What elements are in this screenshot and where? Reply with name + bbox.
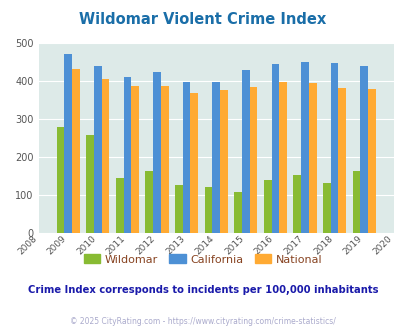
Bar — [360, 66, 367, 233]
Bar — [190, 93, 198, 233]
Bar — [212, 82, 220, 233]
Bar — [301, 62, 308, 233]
Bar — [367, 89, 375, 233]
Bar — [271, 64, 279, 233]
Bar — [234, 192, 241, 233]
Text: © 2025 CityRating.com - https://www.cityrating.com/crime-statistics/: © 2025 CityRating.com - https://www.city… — [70, 317, 335, 326]
Bar — [308, 83, 316, 233]
Text: Wildomar Violent Crime Index: Wildomar Violent Crime Index — [79, 12, 326, 26]
Bar — [153, 72, 160, 233]
Bar — [338, 88, 345, 233]
Text: Crime Index corresponds to incidents per 100,000 inhabitants: Crime Index corresponds to incidents per… — [28, 285, 377, 295]
Bar — [241, 70, 249, 233]
Bar — [293, 175, 301, 233]
Bar — [175, 185, 182, 233]
Bar — [330, 63, 338, 233]
Bar — [182, 82, 190, 233]
Bar — [72, 70, 79, 233]
Bar — [94, 66, 101, 233]
Bar — [86, 135, 94, 233]
Bar — [115, 178, 123, 233]
Bar — [249, 87, 257, 233]
Bar — [220, 90, 227, 233]
Bar — [279, 82, 286, 233]
Bar — [64, 54, 72, 233]
Bar — [204, 187, 212, 233]
Bar — [263, 180, 271, 233]
Bar — [160, 86, 168, 233]
Legend: Wildomar, California, National: Wildomar, California, National — [79, 250, 326, 269]
Bar — [145, 171, 153, 233]
Bar — [322, 182, 330, 233]
Bar — [101, 79, 109, 233]
Bar — [123, 77, 131, 233]
Bar — [352, 171, 360, 233]
Bar — [56, 127, 64, 233]
Bar — [131, 86, 139, 233]
